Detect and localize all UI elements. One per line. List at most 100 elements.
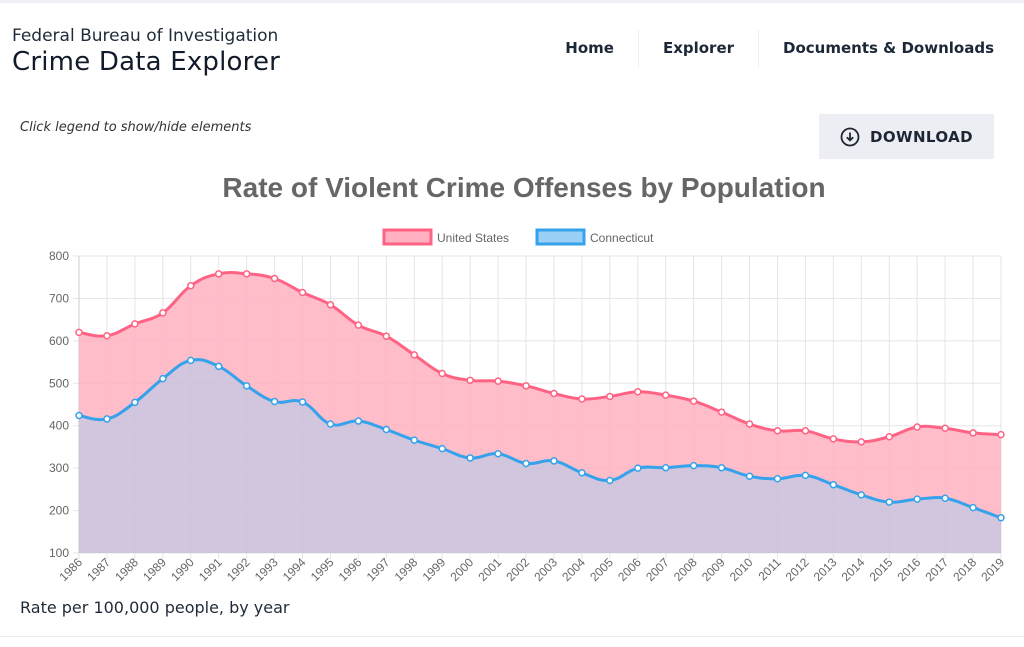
point-connecticut[interactable]	[661, 463, 670, 472]
x-tick-label: 2014	[839, 555, 868, 584]
x-tick-label: 1995	[308, 555, 337, 584]
point-connecticut[interactable]	[885, 498, 893, 506]
x-tick-label: 2006	[615, 555, 644, 584]
point-connecticut[interactable]	[187, 356, 195, 365]
legend-item-united-states[interactable]: United States	[382, 228, 509, 246]
point-united-states[interactable]	[550, 389, 558, 398]
point-connecticut[interactable]	[913, 495, 921, 503]
nav-documents-downloads[interactable]: Documents & Downloads	[783, 39, 994, 57]
x-tick-label: 2011	[755, 555, 783, 583]
point-united-states[interactable]	[969, 429, 977, 437]
point-united-states[interactable]	[689, 397, 698, 405]
point-united-states[interactable]	[382, 332, 391, 340]
point-connecticut[interactable]	[801, 471, 810, 480]
point-united-states[interactable]	[103, 332, 111, 340]
point-united-states[interactable]	[522, 382, 530, 390]
point-united-states[interactable]	[913, 423, 921, 431]
x-tick-label: 1989	[140, 555, 169, 584]
point-united-states[interactable]	[466, 376, 474, 385]
point-united-states[interactable]	[270, 274, 279, 283]
y-tick-label: 700	[49, 291, 69, 305]
violent-crime-chart: Rate of Violent Crime Offenses by Popula…	[49, 172, 1007, 584]
x-tick-label: 2000	[447, 555, 476, 584]
point-connecticut[interactable]	[159, 374, 167, 383]
point-united-states[interactable]	[578, 395, 586, 403]
legend-label-united-states: United States	[437, 231, 509, 245]
point-connecticut[interactable]	[745, 472, 754, 480]
point-united-states[interactable]	[298, 288, 307, 297]
point-united-states[interactable]	[661, 391, 670, 399]
point-connecticut[interactable]	[578, 469, 586, 477]
point-united-states[interactable]	[997, 430, 1005, 439]
point-connecticut[interactable]	[326, 420, 335, 428]
download-label: DOWNLOAD	[870, 127, 973, 146]
top-border	[0, 0, 1024, 3]
point-united-states[interactable]	[717, 408, 726, 416]
line-united-states	[78, 271, 1002, 444]
x-tick-label: 2001	[475, 555, 504, 584]
point-connecticut[interactable]	[522, 459, 530, 468]
point-connecticut[interactable]	[410, 436, 419, 444]
site-brand[interactable]: Federal Bureau of Investigation Crime Da…	[12, 26, 280, 78]
point-united-states[interactable]	[354, 321, 363, 329]
point-united-states[interactable]	[242, 270, 251, 278]
point-connecticut[interactable]	[494, 449, 502, 458]
point-connecticut[interactable]	[214, 362, 223, 371]
point-united-states[interactable]	[634, 388, 642, 396]
point-connecticut[interactable]	[382, 425, 391, 434]
point-connecticut[interactable]	[550, 457, 558, 465]
point-connecticut[interactable]	[131, 398, 139, 407]
bottom-border	[0, 636, 1024, 637]
point-united-states[interactable]	[438, 369, 446, 378]
legend-item-connecticut[interactable]: Connecticut	[535, 228, 654, 246]
point-connecticut[interactable]	[941, 494, 949, 503]
nav-explorer[interactable]: Explorer	[639, 30, 760, 68]
point-united-states[interactable]	[606, 392, 614, 401]
point-united-states[interactable]	[857, 438, 866, 446]
point-united-states[interactable]	[187, 281, 195, 290]
x-tick-label: 2003	[531, 555, 560, 584]
point-connecticut[interactable]	[773, 475, 782, 483]
y-axis: 100 200 300 400 500 600 700 800	[49, 249, 80, 560]
point-united-states[interactable]	[885, 432, 893, 441]
point-united-states[interactable]	[326, 301, 335, 309]
point-connecticut[interactable]	[969, 503, 977, 512]
point-connecticut[interactable]	[829, 480, 838, 489]
point-connecticut[interactable]	[242, 382, 251, 390]
point-connecticut[interactable]	[354, 417, 363, 425]
x-tick-label: 2005	[587, 555, 616, 584]
y-tick-label: 200	[49, 504, 69, 518]
point-connecticut[interactable]	[438, 444, 446, 453]
point-connecticut[interactable]	[103, 415, 111, 423]
y-tick-label: 500	[49, 376, 69, 390]
point-connecticut[interactable]	[997, 514, 1005, 522]
point-united-states[interactable]	[75, 328, 83, 337]
point-united-states[interactable]	[214, 270, 223, 278]
point-united-states[interactable]	[941, 424, 949, 433]
point-united-states[interactable]	[829, 435, 838, 443]
point-united-states[interactable]	[410, 351, 419, 359]
point-connecticut[interactable]	[75, 411, 83, 420]
point-united-states[interactable]	[745, 420, 754, 428]
point-connecticut[interactable]	[857, 491, 866, 499]
point-connecticut[interactable]	[298, 398, 307, 406]
point-united-states[interactable]	[131, 320, 139, 328]
point-connecticut[interactable]	[606, 476, 614, 485]
point-connecticut[interactable]	[270, 397, 279, 406]
x-tick-label: 1988	[112, 555, 141, 584]
point-connecticut[interactable]	[634, 464, 642, 472]
point-united-states[interactable]	[494, 377, 502, 385]
download-button[interactable]: DOWNLOAD	[819, 114, 994, 159]
point-united-states[interactable]	[159, 309, 167, 317]
x-tick-label: 2018	[950, 555, 979, 584]
point-connecticut[interactable]	[689, 461, 698, 470]
x-tick-label: 2012	[783, 555, 812, 584]
point-united-states[interactable]	[773, 427, 782, 435]
nav-home[interactable]: Home	[541, 30, 639, 68]
x-tick-label: 2016	[895, 555, 924, 584]
point-connecticut[interactable]	[717, 463, 726, 472]
x-tick-label: 1997	[364, 555, 393, 584]
point-connecticut[interactable]	[466, 454, 474, 462]
point-united-states[interactable]	[801, 427, 810, 435]
line-connecticut	[78, 358, 1002, 520]
